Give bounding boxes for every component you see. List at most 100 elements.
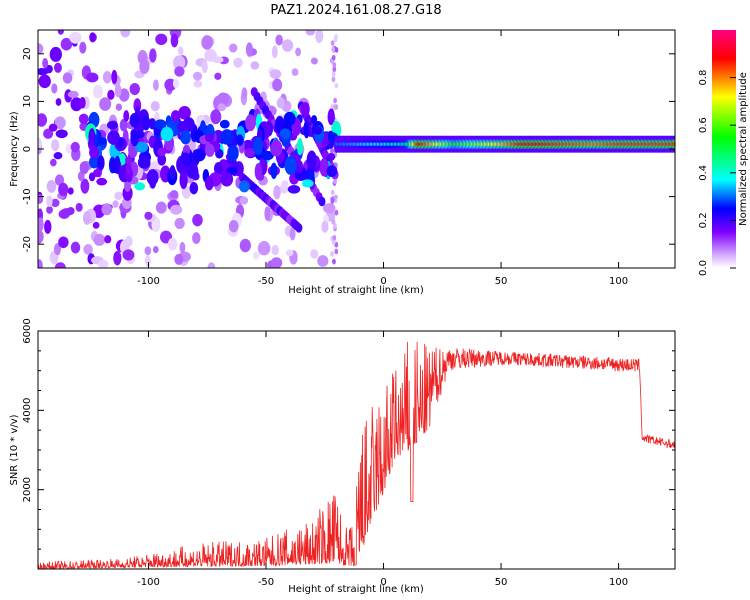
- spectrogram-speckle: [169, 190, 179, 199]
- spectrogram-speckle: [89, 32, 97, 43]
- spectrogram-speckle: [275, 34, 283, 46]
- spectrogram-speckle: [321, 220, 329, 233]
- spectrogram-speckle: [257, 240, 271, 256]
- spectrogram-blob: [154, 119, 167, 130]
- spectrogram-blob: [134, 182, 146, 191]
- spectrogram-speckle: [50, 198, 60, 208]
- spectrogram-ylabel: Frequency (Hz): [9, 111, 20, 187]
- spectrogram-blob: [189, 181, 199, 195]
- spectrogram-blob: [300, 101, 310, 117]
- spectrogram-speckle: [174, 253, 184, 265]
- colorbar-tick-label: 0.0: [698, 260, 709, 276]
- spectrogram-speckle: [330, 197, 335, 204]
- colorbar-tick-label: 0.4: [698, 165, 709, 181]
- spectrogram-speckle: [228, 219, 239, 233]
- spectrogram-speckle: [46, 195, 53, 207]
- spectrogram-speckle: [252, 251, 260, 260]
- spectrogram-speckle: [62, 72, 73, 84]
- spectrogram-speckle: [120, 30, 131, 38]
- spectrogram-speckle: [58, 209, 70, 219]
- spectrogram-speckle: [239, 238, 251, 253]
- y-tick-label: 20: [22, 47, 33, 60]
- spectrogram-speckle: [177, 46, 184, 56]
- y-tick-label: 4000: [22, 398, 33, 423]
- spectrogram-blob: [238, 180, 250, 193]
- spectrogram-speckle: [170, 204, 183, 215]
- spectrogram-speckle: [53, 152, 63, 160]
- spectrogram-speckle: [333, 222, 337, 229]
- spectrogram-blob: [141, 115, 151, 131]
- spectrogram-speckle: [331, 76, 336, 83]
- spectrogram-speckle: [57, 30, 64, 35]
- spectrogram-speckle: [331, 54, 336, 61]
- spectrogram-speckle: [233, 57, 243, 68]
- spectrogram-speckle: [42, 58, 49, 69]
- spectrogram-speckle: [44, 219, 52, 234]
- spectrogram-blob: [261, 150, 274, 161]
- spectrogram-blob: [181, 152, 191, 166]
- y-tick-label: -10: [22, 188, 33, 204]
- x-tick-label: 100: [609, 276, 628, 287]
- spectrogram-blob: [245, 114, 256, 132]
- spectrogram-blob: [186, 164, 199, 179]
- spectrogram-speckle: [55, 129, 68, 139]
- spectrogram-blob: [134, 141, 148, 153]
- spectrogram-speckle: [150, 100, 160, 112]
- spectrogram-speckle: [228, 43, 238, 53]
- spectrogram-streak: [295, 223, 303, 233]
- spectrogram-speckle: [271, 45, 278, 59]
- spectrogram-blob: [326, 153, 336, 161]
- spectrogram-blob: [97, 155, 105, 171]
- spectrogram-speckle: [281, 39, 294, 52]
- colorbar-label: Normalized spectral amplitude: [738, 72, 749, 226]
- spectrogram-blob: [88, 172, 96, 182]
- snr-panel: -100 -50 0 50 100 2000 4000 6000 Height of stra…: [9, 318, 676, 595]
- y-tick-label: 10: [22, 95, 33, 108]
- spectrogram-speckle: [334, 47, 339, 53]
- spectrogram-blob: [192, 148, 206, 162]
- spectrogram-speckle: [50, 158, 57, 167]
- y-tick-label: 0: [22, 146, 33, 152]
- spectrogram-speckle: [60, 37, 73, 51]
- spectrogram-blob: [303, 120, 310, 139]
- spectrogram-speckle: [111, 69, 118, 85]
- spectrogram-speckle: [118, 88, 130, 102]
- x-tick-label: -100: [137, 577, 160, 588]
- spectrogram-speckle: [107, 89, 115, 100]
- spectrogram-speckle: [38, 113, 48, 127]
- spectrogram-blob: [180, 129, 191, 145]
- spectrogram-speckle: [67, 90, 79, 99]
- spectrogram-speckle: [192, 213, 203, 227]
- spectrogram-speckle: [125, 235, 133, 247]
- spectrogram-blob: [178, 106, 191, 120]
- spectrogram-speckle: [167, 237, 178, 251]
- spectrogram-blob: [129, 112, 140, 128]
- spectrogram-blob: [130, 129, 139, 147]
- spectrogram-speckle: [46, 179, 57, 193]
- spectrogram-speckle: [289, 227, 296, 241]
- spectrogram-speckle: [43, 128, 54, 139]
- spectrogram-blob: [169, 165, 176, 180]
- spectrogram-speckle: [250, 61, 260, 70]
- spectrogram-speckle: [97, 259, 109, 268]
- spectrogram-speckle: [122, 249, 135, 261]
- spectrogram-blob: [312, 126, 323, 135]
- spectrogram-speckle: [211, 56, 224, 64]
- snr-series-line: [38, 341, 675, 569]
- spectrogram-speckle: [272, 78, 283, 92]
- spectrogram-blob: [296, 138, 303, 156]
- spectrogram-blob: [106, 120, 118, 130]
- spectrogram-streak: [318, 196, 326, 207]
- x-tick-label: 50: [495, 577, 508, 588]
- spectrogram-blob: [270, 139, 283, 157]
- spectrogram-speckle: [38, 43, 44, 55]
- spectrogram-speckle: [330, 189, 335, 196]
- spectrogram-speckle: [38, 137, 43, 151]
- spectrogram-speckle: [53, 243, 62, 256]
- spectrogram-cells: [38, 30, 675, 268]
- spectrogram-speckle: [217, 103, 227, 112]
- spectrogram-blob: [213, 162, 223, 175]
- spectrogram-blob: [283, 111, 296, 126]
- spectrogram-speckle: [129, 82, 140, 96]
- spectrogram-blob: [264, 120, 274, 137]
